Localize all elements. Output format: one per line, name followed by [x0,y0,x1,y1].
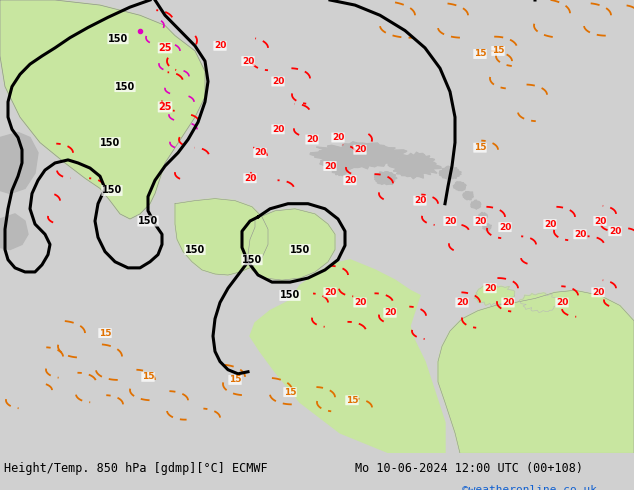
Text: 20: 20 [324,288,336,297]
Text: 20: 20 [344,176,356,185]
Text: 20: 20 [499,222,511,232]
Text: 150: 150 [102,186,122,196]
Text: 150: 150 [185,245,205,254]
Text: 20: 20 [456,298,468,307]
Text: 25: 25 [158,102,172,112]
Text: 15: 15 [142,372,154,381]
Text: 150: 150 [100,138,120,147]
Text: 20: 20 [272,125,284,134]
Text: 150: 150 [108,34,128,44]
Text: 20: 20 [242,57,254,66]
Polygon shape [438,290,634,453]
Text: 20: 20 [214,41,226,50]
Text: 20: 20 [484,284,496,293]
Text: 20: 20 [254,148,266,157]
Polygon shape [471,200,481,209]
Text: 20: 20 [414,196,426,205]
Text: 15: 15 [492,47,504,55]
Text: ©weatheronline.co.uk: ©weatheronline.co.uk [462,485,597,490]
Text: 20: 20 [332,133,344,142]
Text: 15: 15 [474,143,486,152]
Text: 20: 20 [306,135,318,144]
Text: 15: 15 [99,329,111,338]
Text: 20: 20 [444,217,456,225]
Polygon shape [375,172,397,185]
Text: 20: 20 [244,174,256,183]
Polygon shape [453,182,466,191]
Polygon shape [519,293,559,313]
Text: 20: 20 [354,145,366,154]
Polygon shape [439,166,461,179]
Polygon shape [479,212,488,220]
Text: 150: 150 [280,291,300,300]
Text: 25: 25 [158,43,172,53]
Text: 20: 20 [594,217,606,225]
Polygon shape [310,142,408,170]
Polygon shape [175,198,268,275]
Text: 20: 20 [354,298,366,307]
Text: 20: 20 [272,77,284,86]
Polygon shape [0,214,28,249]
Text: 15: 15 [229,375,242,385]
Text: 20: 20 [502,298,514,307]
Polygon shape [0,0,205,219]
Text: Mo 10-06-2024 12:00 UTC (00+108): Mo 10-06-2024 12:00 UTC (00+108) [355,462,583,475]
Text: 20: 20 [592,288,604,297]
Text: 150: 150 [290,245,310,254]
Text: 150: 150 [138,216,158,226]
Text: 20: 20 [544,220,556,228]
Text: 20: 20 [474,217,486,225]
Polygon shape [474,285,515,306]
Polygon shape [332,165,348,176]
Text: 150: 150 [115,81,135,92]
Polygon shape [388,152,441,178]
Text: 20: 20 [574,230,586,239]
Text: 15: 15 [474,49,486,58]
Text: 20: 20 [384,308,396,317]
Text: 150: 150 [242,255,262,265]
Text: 15: 15 [346,396,358,405]
Polygon shape [0,132,38,194]
Text: Height/Temp. 850 hPa [gdmp][°C] ECMWF: Height/Temp. 850 hPa [gdmp][°C] ECMWF [4,462,268,475]
Text: 20: 20 [609,227,621,236]
Polygon shape [248,209,335,280]
Polygon shape [463,192,473,200]
Text: 20: 20 [324,162,336,171]
Polygon shape [482,224,491,230]
Text: 20: 20 [556,298,568,307]
Text: 15: 15 [284,388,296,396]
Polygon shape [250,260,445,453]
